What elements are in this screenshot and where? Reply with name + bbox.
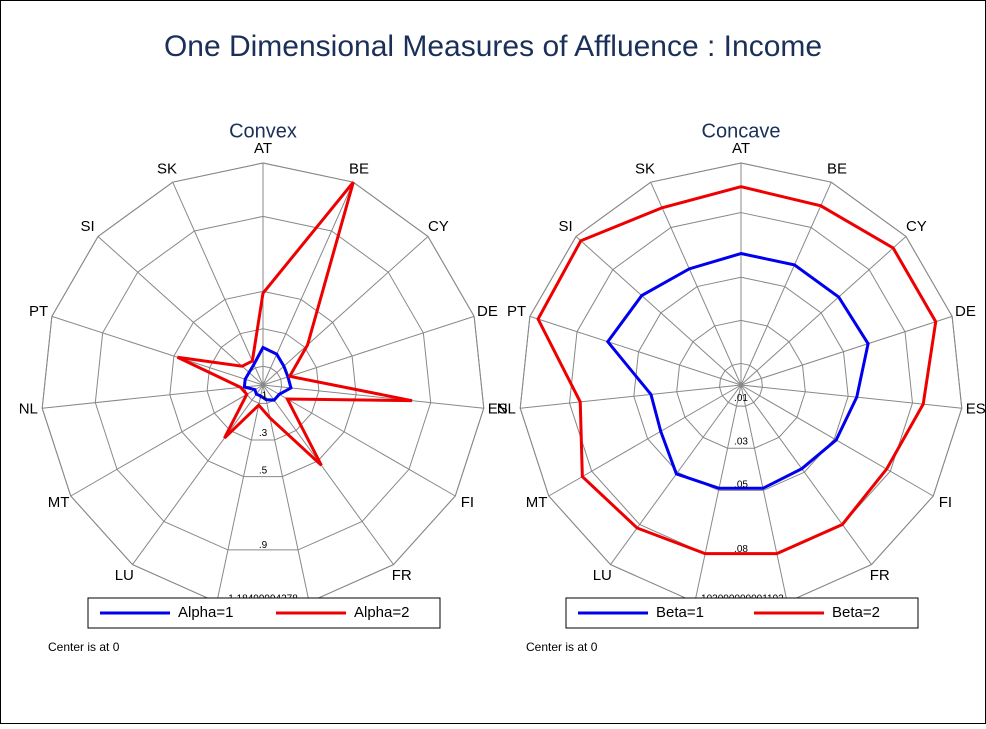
axis-label: FI — [461, 494, 474, 511]
ring-label: .08 — [734, 544, 748, 555]
spoke — [51, 315, 264, 386]
series-line — [242, 345, 293, 402]
spoke — [262, 384, 456, 497]
spoke — [262, 384, 484, 409]
spoke — [262, 315, 475, 386]
page-title: One Dimensional Measures of Affluence : … — [164, 30, 822, 63]
axis-label: SK — [157, 160, 177, 177]
axis-label: FR — [870, 567, 890, 584]
spoke — [694, 384, 742, 603]
legend-label: Beta=1 — [656, 604, 704, 621]
axis-label: SK — [635, 160, 655, 177]
axis-label: CY — [428, 218, 449, 235]
axis-label: SI — [559, 218, 573, 235]
grid-ring — [633, 276, 849, 491]
series-line — [605, 251, 870, 490]
series-line — [176, 181, 413, 467]
ring-label: .5 — [259, 465, 268, 476]
series-line — [536, 185, 938, 556]
note: Center is at 0 — [48, 640, 120, 654]
axis-label: BE — [827, 160, 847, 177]
spoke — [262, 384, 394, 565]
spoke — [262, 181, 354, 386]
ring-label: .9 — [259, 540, 268, 551]
axis-label: BE — [349, 160, 369, 177]
spoke — [529, 315, 742, 386]
spoke — [97, 236, 264, 386]
spoke — [740, 384, 962, 409]
spoke — [42, 384, 264, 409]
spoke — [740, 236, 907, 386]
ring-label: .05 — [734, 479, 748, 490]
grid-ring — [676, 319, 806, 449]
axis-label: AT — [732, 140, 750, 157]
chart-title: Concave — [702, 120, 781, 142]
ring-label: .03 — [734, 436, 748, 447]
spoke — [740, 384, 788, 603]
grid-ring — [719, 362, 763, 407]
spoke — [740, 384, 872, 565]
legend-label: Beta=2 — [832, 604, 880, 621]
grid-ring — [94, 215, 432, 551]
axis-label: PT — [507, 303, 526, 320]
ring-label: .01 — [734, 393, 748, 404]
grid-ring — [206, 328, 320, 441]
ring-label: .1 — [259, 390, 268, 401]
axis-label: MT — [48, 494, 70, 511]
axis-label: SI — [81, 218, 95, 235]
spoke — [575, 236, 742, 386]
spoke — [520, 384, 742, 409]
spoke — [216, 384, 264, 603]
spoke — [650, 181, 742, 386]
spoke — [262, 384, 310, 603]
spoke — [262, 236, 429, 386]
note: Center is at 0 — [526, 640, 598, 654]
axis-label: NL — [19, 401, 38, 418]
axis-label: LU — [115, 567, 134, 584]
chart-title: Convex — [229, 120, 297, 142]
legend-label: Alpha=2 — [354, 604, 409, 621]
axis-label: ES — [488, 401, 508, 418]
axis-label: FR — [392, 567, 412, 584]
axis-label: MT — [526, 494, 548, 511]
axis-label: DE — [955, 303, 976, 320]
axis-label: FI — [939, 494, 952, 511]
axis-label: LU — [593, 567, 612, 584]
axis-label: AT — [254, 140, 272, 157]
spoke — [132, 384, 264, 565]
spoke — [548, 384, 742, 497]
axis-label: CY — [906, 218, 927, 235]
axis-label: DE — [477, 303, 498, 320]
grid-ring — [169, 290, 357, 478]
spoke — [172, 181, 264, 386]
spoke — [740, 315, 953, 386]
spoke — [740, 181, 832, 386]
axis-label: NL — [497, 401, 516, 418]
axis-label: ES — [966, 401, 986, 418]
axis-label: PT — [29, 303, 48, 320]
ring-label: .3 — [259, 428, 268, 439]
legend-label: Alpha=1 — [178, 604, 233, 621]
spoke — [70, 384, 264, 497]
